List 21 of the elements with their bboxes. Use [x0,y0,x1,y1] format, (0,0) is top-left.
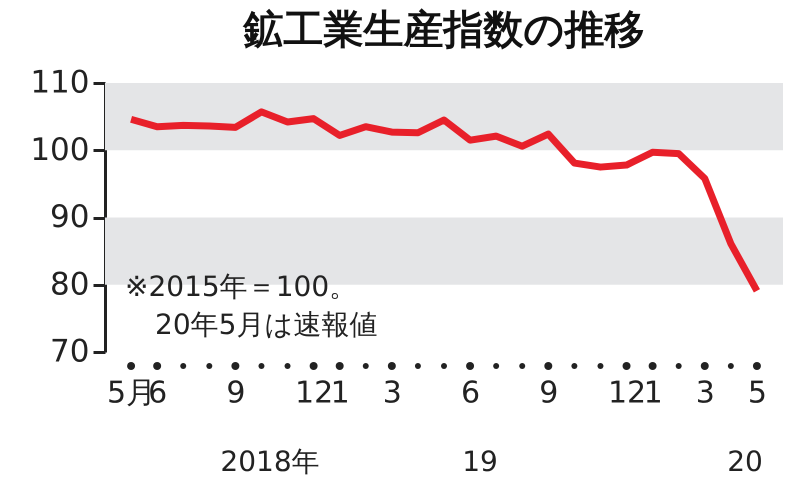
y-tick-label: 110 [30,64,90,100]
y-tick-label: 70 [50,334,90,370]
x-tick-label: 3 [696,376,715,410]
annotation: 20年5月は速報値 [155,308,378,341]
x-tick-label: 3 [382,376,402,410]
text: 20 [727,445,763,478]
y-tick-label: 90 [50,199,90,235]
x-tick-label: 5 [748,376,767,410]
text: 2018年 [220,445,320,478]
x-tick-label: 12 [295,376,334,410]
y-tick-label: 100 [30,132,90,168]
y-tick-label: 80 [50,266,90,302]
annotation: ※2015年＝100。 [125,270,358,303]
x-tick-label: 1 [330,376,350,410]
chart-title: 鉱工業生産指数の推移 [242,7,644,53]
text: 19 [462,445,498,478]
x-tick-label: 1 [644,376,663,410]
x-tick-label: 9 [226,376,246,410]
x-tick-label: 6 [461,376,480,410]
x-tick-label: 9 [539,376,558,410]
x-tick-label: 12 [608,376,646,410]
